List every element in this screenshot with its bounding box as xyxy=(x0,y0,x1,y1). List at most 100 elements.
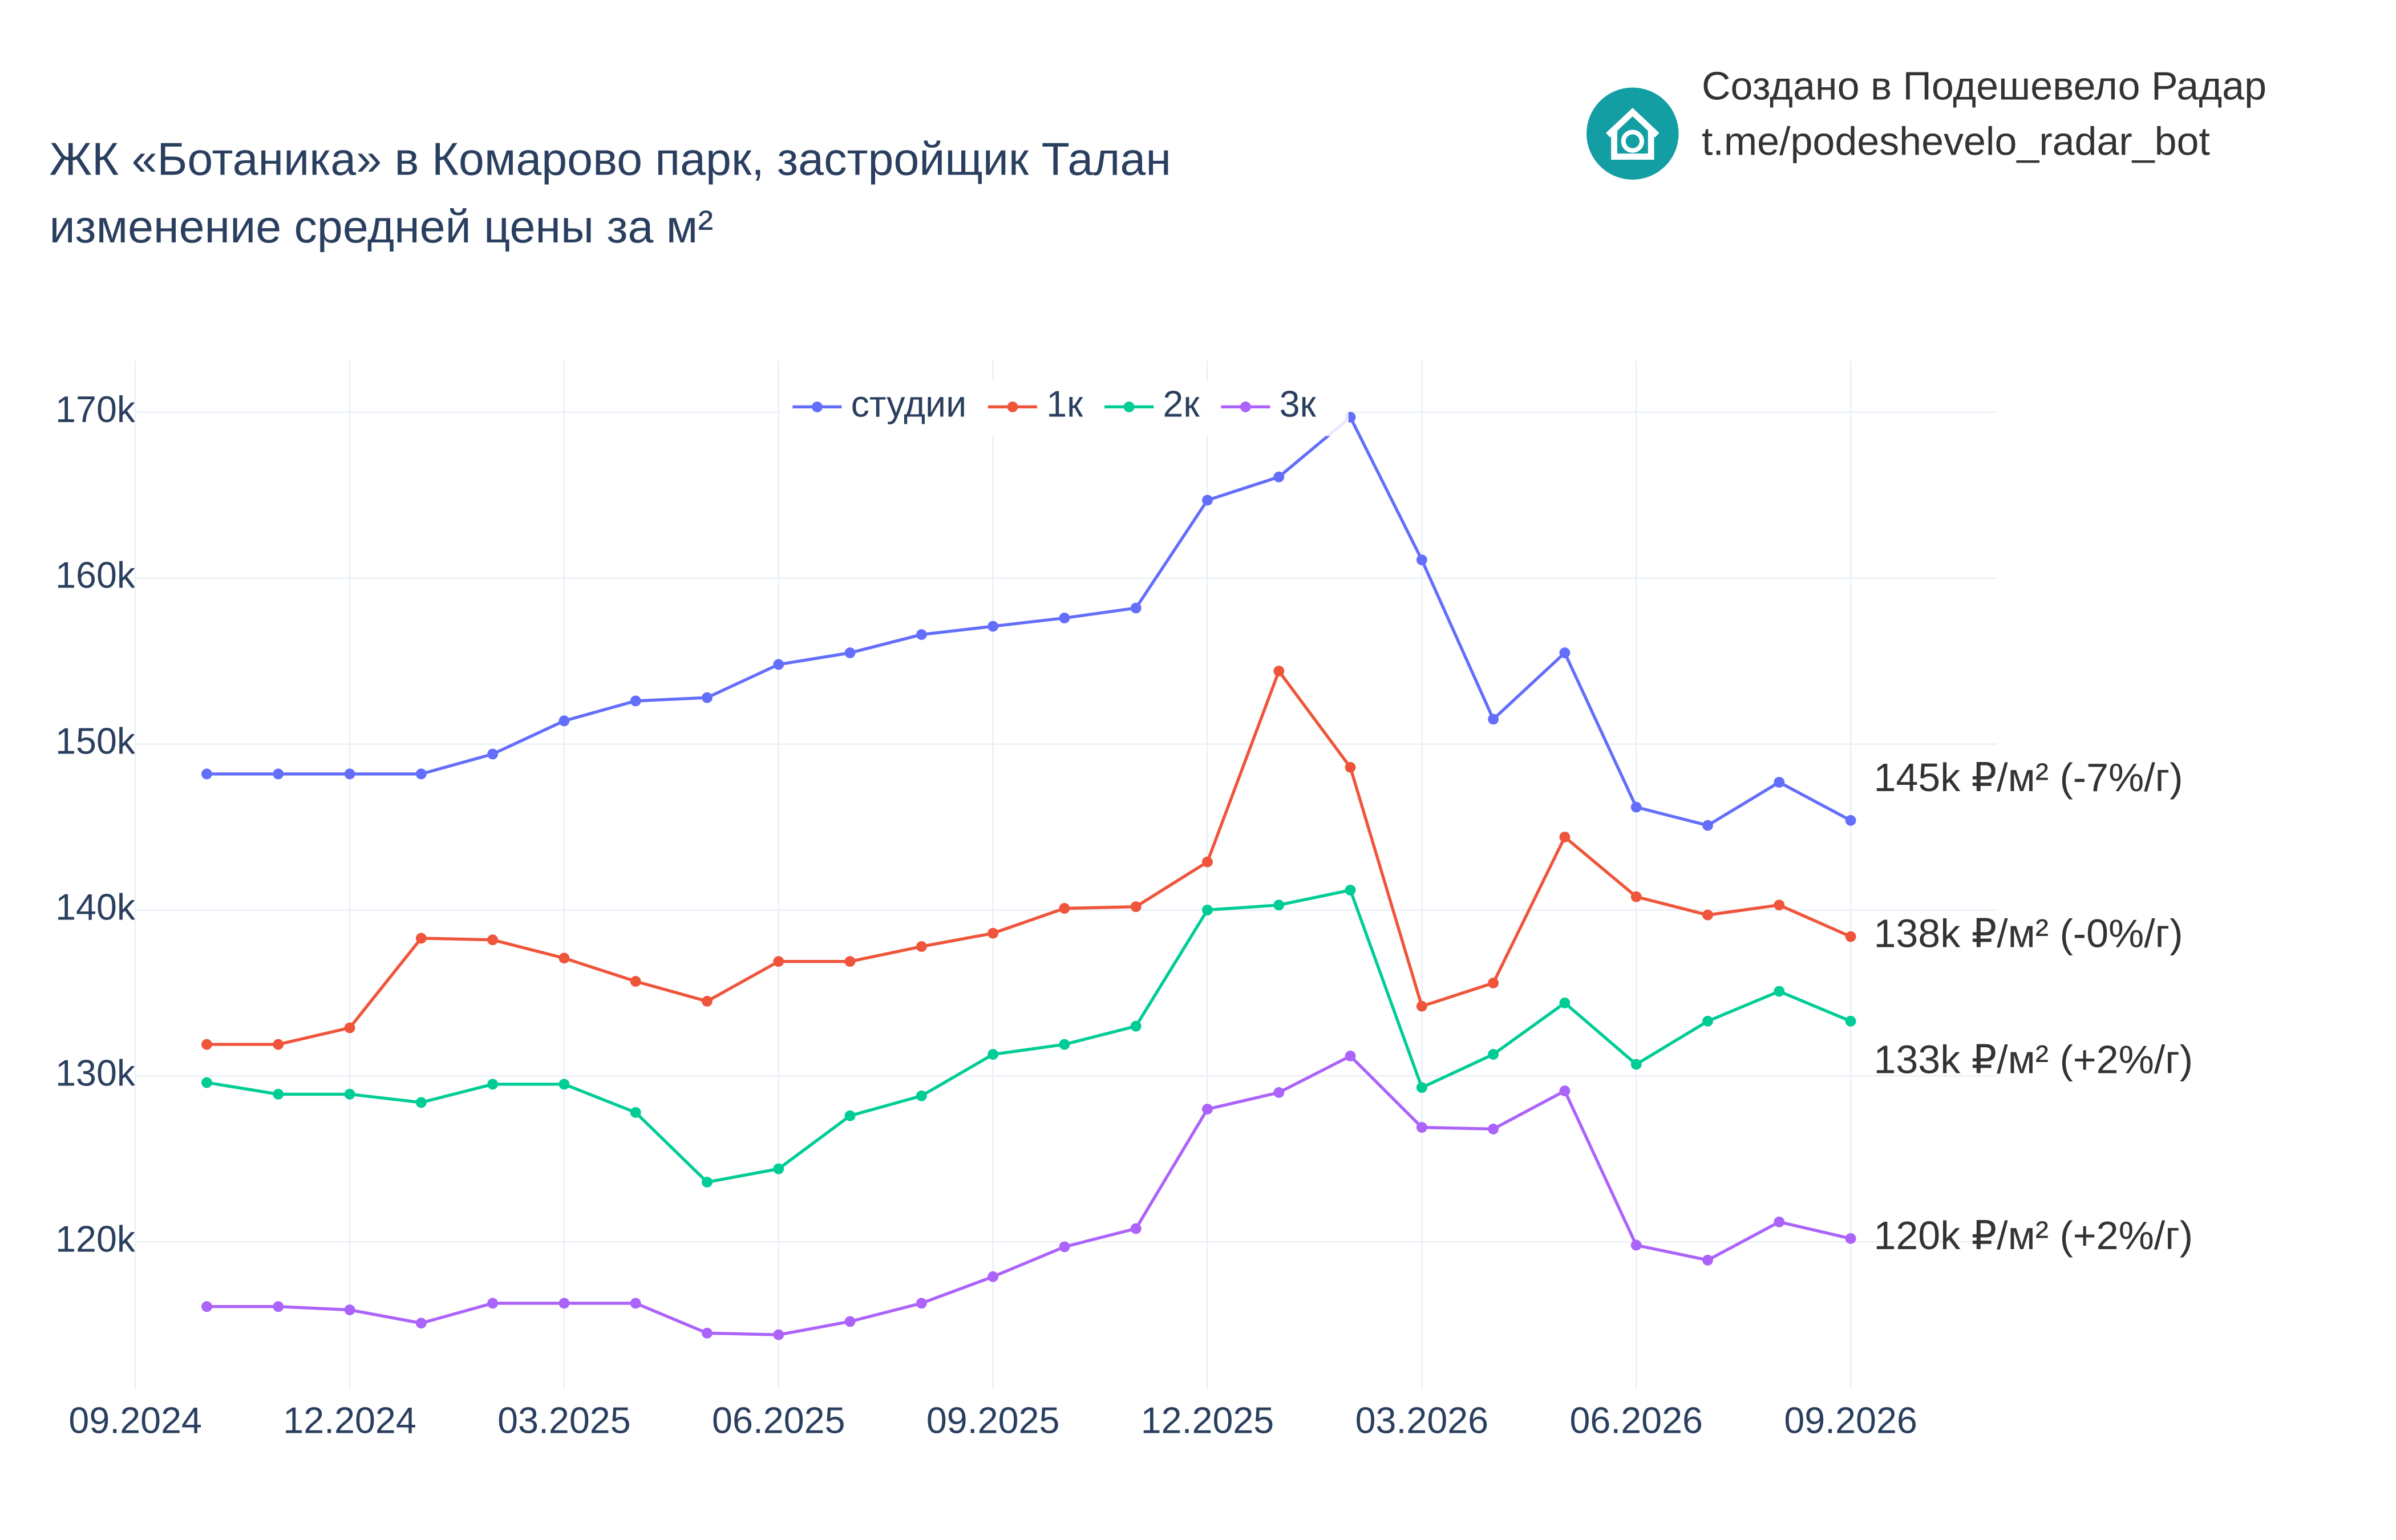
point xyxy=(987,1271,999,1282)
point xyxy=(1130,901,1142,913)
point xyxy=(844,647,856,659)
point xyxy=(415,1318,427,1329)
point xyxy=(1273,666,1285,677)
point xyxy=(702,692,713,703)
point xyxy=(558,953,570,964)
point xyxy=(630,1298,641,1309)
point xyxy=(1130,602,1142,614)
end-label: 145k ₽/м² (-7%/г) xyxy=(1873,755,2183,800)
point xyxy=(1059,1039,1070,1050)
point xyxy=(1345,885,1356,895)
credit: Создано в Подешевело Радар xyxy=(1702,64,2267,108)
legend-marker xyxy=(1007,401,1018,412)
point xyxy=(1130,1020,1142,1032)
point xyxy=(201,768,212,780)
point xyxy=(1630,1239,1642,1251)
logo xyxy=(1586,87,1679,180)
point xyxy=(630,976,641,987)
point xyxy=(201,1077,212,1088)
point xyxy=(844,1316,856,1327)
point xyxy=(916,1298,927,1309)
point xyxy=(773,1329,784,1340)
series xyxy=(201,1051,1856,1340)
point xyxy=(1630,1059,1642,1070)
point xyxy=(844,956,856,967)
point xyxy=(773,956,784,967)
legend-marker xyxy=(811,401,823,412)
point xyxy=(1845,814,1856,826)
end-label: 138k ₽/м² (-0%/г) xyxy=(1873,911,2183,956)
y-tick-label: 150k xyxy=(55,721,136,762)
point xyxy=(1273,471,1285,483)
point xyxy=(487,748,499,760)
point xyxy=(487,1079,499,1090)
point xyxy=(1273,1087,1285,1098)
legend-marker xyxy=(1240,401,1251,412)
x-tick-label: 03.2026 xyxy=(1355,1400,1489,1441)
point xyxy=(1845,931,1856,942)
credit-link[interactable]: t.me/podeshevelo_radar_bot xyxy=(1702,119,2210,164)
x-tick-label: 12.2025 xyxy=(1141,1400,1274,1441)
point xyxy=(1488,714,1499,725)
legend-label: 2к xyxy=(1163,383,1200,424)
point xyxy=(1559,832,1571,842)
legend: студии 1к 2к 3к xyxy=(780,380,1349,436)
point xyxy=(1059,903,1070,914)
point xyxy=(1774,899,1785,911)
point xyxy=(1416,1122,1427,1133)
point xyxy=(987,927,999,939)
point xyxy=(415,1097,427,1108)
point xyxy=(487,934,499,946)
end-label: 120k ₽/м² (+2%/г) xyxy=(1873,1213,2193,1258)
point xyxy=(1202,856,1213,868)
point xyxy=(201,1039,212,1050)
point xyxy=(1202,1104,1213,1115)
point xyxy=(1488,1124,1499,1134)
point xyxy=(1774,986,1785,997)
line xyxy=(207,415,1852,828)
point xyxy=(415,768,427,780)
point xyxy=(1202,495,1213,506)
point xyxy=(1345,1051,1356,1061)
point xyxy=(273,1301,284,1312)
y-tick-label: 160k xyxy=(55,555,136,596)
point xyxy=(1630,801,1642,813)
point xyxy=(344,1304,355,1315)
x-tick-label: 09.2025 xyxy=(926,1400,1060,1441)
point xyxy=(558,1079,570,1090)
point xyxy=(916,941,927,952)
point xyxy=(1130,1223,1142,1234)
point xyxy=(1845,1233,1856,1244)
y-tick-label: 120k xyxy=(55,1218,136,1259)
point xyxy=(1845,1015,1856,1027)
point xyxy=(1488,1049,1499,1060)
y-tick-label: 130k xyxy=(55,1052,136,1093)
point xyxy=(344,1088,355,1100)
point xyxy=(487,1298,499,1309)
x-tick-label: 09.2024 xyxy=(68,1400,202,1441)
point xyxy=(1416,1000,1427,1012)
point xyxy=(916,629,927,641)
point xyxy=(415,933,427,944)
point xyxy=(344,768,355,780)
series xyxy=(201,885,1856,1188)
x-tick-label: 12.2024 xyxy=(283,1400,416,1441)
point xyxy=(630,695,641,707)
point xyxy=(201,1301,212,1312)
x-tick-label: 06.2025 xyxy=(712,1400,845,1441)
point xyxy=(1416,554,1427,566)
point xyxy=(1559,1085,1571,1096)
point xyxy=(1059,613,1070,623)
point xyxy=(773,1163,784,1174)
line xyxy=(207,1054,1851,1336)
point xyxy=(1059,1241,1070,1253)
point xyxy=(773,659,784,670)
point xyxy=(1559,997,1571,1008)
point xyxy=(702,1177,713,1188)
point xyxy=(916,1090,927,1101)
point xyxy=(558,715,570,727)
y-tick-label: 170k xyxy=(55,389,136,430)
point xyxy=(1202,905,1213,915)
